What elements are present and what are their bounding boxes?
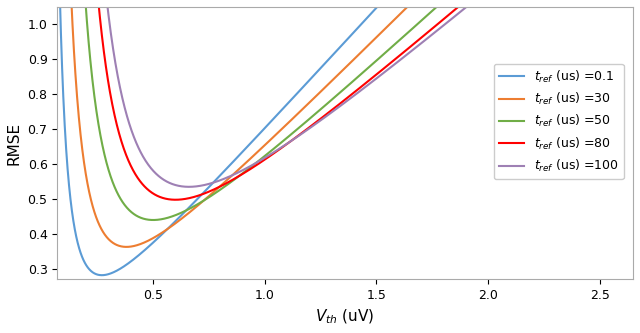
$t_{ref}$ (us) =30: [318, 88, 326, 92]
$t_{ref}$ (us) =30: [122, 245, 130, 249]
$t_{ref}$ (us) =30: [333, 73, 341, 77]
$t_{ref}$ (us) =0.1: [333, 48, 341, 52]
$t_{ref}$ (us) =80: [318, 116, 326, 120]
$t_{ref}$ (us) =30: [83, 177, 90, 181]
Y-axis label: RMSE: RMSE: [7, 122, 22, 165]
Line: $t_{ref}$ (us) =50: $t_{ref}$ (us) =50: [57, 0, 633, 220]
Legend: $t_{ref}$ (us) =0.1, $t_{ref}$ (us) =30, $t_{ref}$ (us) =50, $t_{ref}$ (us) =80,: $t_{ref}$ (us) =0.1, $t_{ref}$ (us) =30,…: [494, 64, 624, 179]
Line: $t_{ref}$ (us) =0.1: $t_{ref}$ (us) =0.1: [57, 0, 633, 275]
X-axis label: $V_{th}$ (uV): $V_{th}$ (uV): [316, 308, 375, 326]
$t_{ref}$ (us) =0.1: [83, 264, 90, 268]
$t_{ref}$ (us) =100: [318, 117, 326, 121]
Line: $t_{ref}$ (us) =30: $t_{ref}$ (us) =30: [57, 0, 633, 247]
$t_{ref}$ (us) =50: [149, 218, 157, 222]
$t_{ref}$ (us) =0.1: [98, 273, 106, 277]
$t_{ref}$ (us) =50: [318, 106, 326, 110]
$t_{ref}$ (us) =0.1: [318, 64, 326, 68]
$t_{ref}$ (us) =50: [83, 15, 90, 19]
$t_{ref}$ (us) =100: [185, 185, 193, 189]
$t_{ref}$ (us) =80: [172, 198, 179, 202]
Line: $t_{ref}$ (us) =100: $t_{ref}$ (us) =100: [57, 0, 633, 187]
Line: $t_{ref}$ (us) =80: $t_{ref}$ (us) =80: [57, 0, 633, 200]
$t_{ref}$ (us) =50: [333, 93, 341, 97]
$t_{ref}$ (us) =80: [333, 104, 341, 108]
$t_{ref}$ (us) =100: [333, 106, 341, 110]
